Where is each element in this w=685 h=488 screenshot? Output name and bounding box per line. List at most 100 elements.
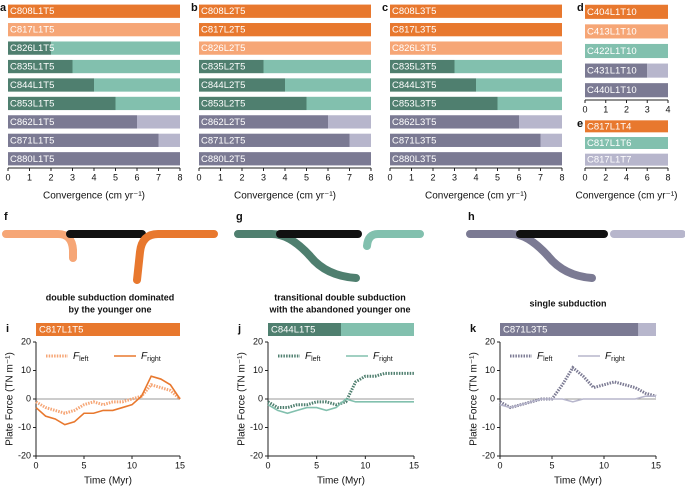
y-tick-label: 0 <box>258 393 263 403</box>
x-tick-label: 10 <box>127 460 137 470</box>
diagram-f <box>2 230 218 284</box>
bar-segment <box>137 115 180 129</box>
bar-segment <box>8 96 116 111</box>
bar-label: C826L3T5 <box>392 43 436 54</box>
x-tick-label: 6 <box>645 172 650 182</box>
bar-segment <box>8 4 180 18</box>
diagram-caption: double subduction dominated <box>46 292 175 302</box>
x-tick-label: 3 <box>261 172 266 182</box>
bar-segment <box>8 133 159 147</box>
diagram-caption: transitional double subduction <box>274 292 406 302</box>
legend-name: F <box>305 351 312 362</box>
bar-segment <box>585 83 668 98</box>
bar-label: C817L2T5 <box>201 25 245 36</box>
y-tick-label: 0 <box>490 393 495 403</box>
diagram-h <box>466 230 685 282</box>
bar-segment <box>94 78 180 92</box>
bar-label: C826L1T5 <box>10 43 54 54</box>
bar-label: C413L1T10 <box>587 26 637 37</box>
bar-label: C862L2T5 <box>201 117 245 128</box>
bar-segment <box>8 78 94 92</box>
bar-segment <box>8 23 180 37</box>
x-tick-label: 3 <box>70 172 75 182</box>
x-tick-label: 1 <box>27 172 32 182</box>
bar-label: C817L3T5 <box>392 25 436 36</box>
bar-segment <box>51 41 180 55</box>
x-tick-label: 0 <box>33 460 38 470</box>
bar-label: C817L1T5 <box>39 325 83 336</box>
bar-label: C853L3T5 <box>392 98 436 109</box>
panel-letter: g <box>236 211 243 223</box>
bar-segment <box>390 41 562 55</box>
top-bar-segment <box>341 323 414 336</box>
bar-segment <box>199 96 307 111</box>
bar-label: C853L2T5 <box>201 98 245 109</box>
bar-label: C431L1T10 <box>587 66 637 77</box>
bar-label: C422L1T10 <box>587 46 637 57</box>
bar-segment <box>158 133 180 147</box>
y-tick-label: -20 <box>18 450 31 460</box>
bar-segment <box>585 63 648 78</box>
bar-label: C404L1T10 <box>587 7 637 18</box>
legend-subscript: left <box>543 356 552 363</box>
force-line <box>499 365 657 410</box>
slab <box>363 230 424 250</box>
bar-segment <box>199 133 350 147</box>
bar-segment <box>519 115 562 129</box>
bar-label: C880L3T5 <box>392 154 436 165</box>
bar-segment <box>390 23 562 37</box>
y-tick-label: 10 <box>21 365 31 375</box>
x-tick-label: 1 <box>603 104 608 114</box>
bar-label: C862L1T5 <box>10 117 54 128</box>
x-tick-label: 1 <box>218 172 223 182</box>
y-tick-label: -20 <box>482 450 495 460</box>
top-bar-segment <box>268 323 341 336</box>
bar-segment <box>497 96 562 111</box>
bar-segment <box>390 78 476 92</box>
bar-label: C817L1T7 <box>587 155 631 166</box>
bar-label: C871L3T5 <box>392 135 436 146</box>
x-tick-label: 4 <box>282 172 287 182</box>
bar-segment <box>263 59 371 74</box>
x-tick-label: 6 <box>516 172 521 182</box>
panel-letter: d <box>577 2 584 14</box>
bar-segment <box>585 120 668 133</box>
y-tick-label: -10 <box>18 422 31 432</box>
x-axis-label: Time (Myr) <box>84 476 132 487</box>
legend-subscript: right <box>147 356 161 363</box>
force-line <box>499 395 656 409</box>
x-tick-label: 10 <box>360 460 370 470</box>
legend-subscript: right <box>611 356 625 363</box>
diagram-caption: by the younger one <box>68 304 151 314</box>
bar-label: C880L1T5 <box>10 154 54 165</box>
x-tick-label: 6 <box>325 172 330 182</box>
x-tick-label: 3 <box>452 172 457 182</box>
bar-segment <box>115 96 180 111</box>
y-tick-label: 20 <box>21 336 31 346</box>
bar-segment <box>647 63 668 78</box>
bar-segment <box>540 133 562 147</box>
legend-label: Fright <box>373 351 393 363</box>
x-tick-label: 8 <box>368 172 373 182</box>
x-tick-label: 2 <box>430 172 435 182</box>
y-tick-label: 20 <box>485 336 495 346</box>
legend-label: Fright <box>141 351 161 363</box>
bar-label: C817L1T5 <box>10 25 54 36</box>
bar-segment <box>328 115 371 129</box>
x-tick-label: 15 <box>651 460 661 470</box>
y-tick-label: -10 <box>250 422 263 432</box>
x-tick-label: 0 <box>387 172 392 182</box>
x-tick-label: 5 <box>495 172 500 182</box>
slab <box>466 230 596 282</box>
bar-segment <box>72 59 180 74</box>
bar-segment <box>8 59 73 74</box>
panel-letter: a <box>0 2 7 14</box>
panel-letter: i <box>6 323 9 335</box>
legend-subscript: left <box>79 356 88 363</box>
y-tick-label: 0 <box>26 393 31 403</box>
y-axis-label: Plate Force (TN m⁻¹) <box>469 352 480 446</box>
legend-label: Fright <box>605 351 625 363</box>
bar-segment <box>349 133 371 147</box>
x-tick-label: 8 <box>559 172 564 182</box>
bar-label: C835L2T5 <box>201 62 245 73</box>
